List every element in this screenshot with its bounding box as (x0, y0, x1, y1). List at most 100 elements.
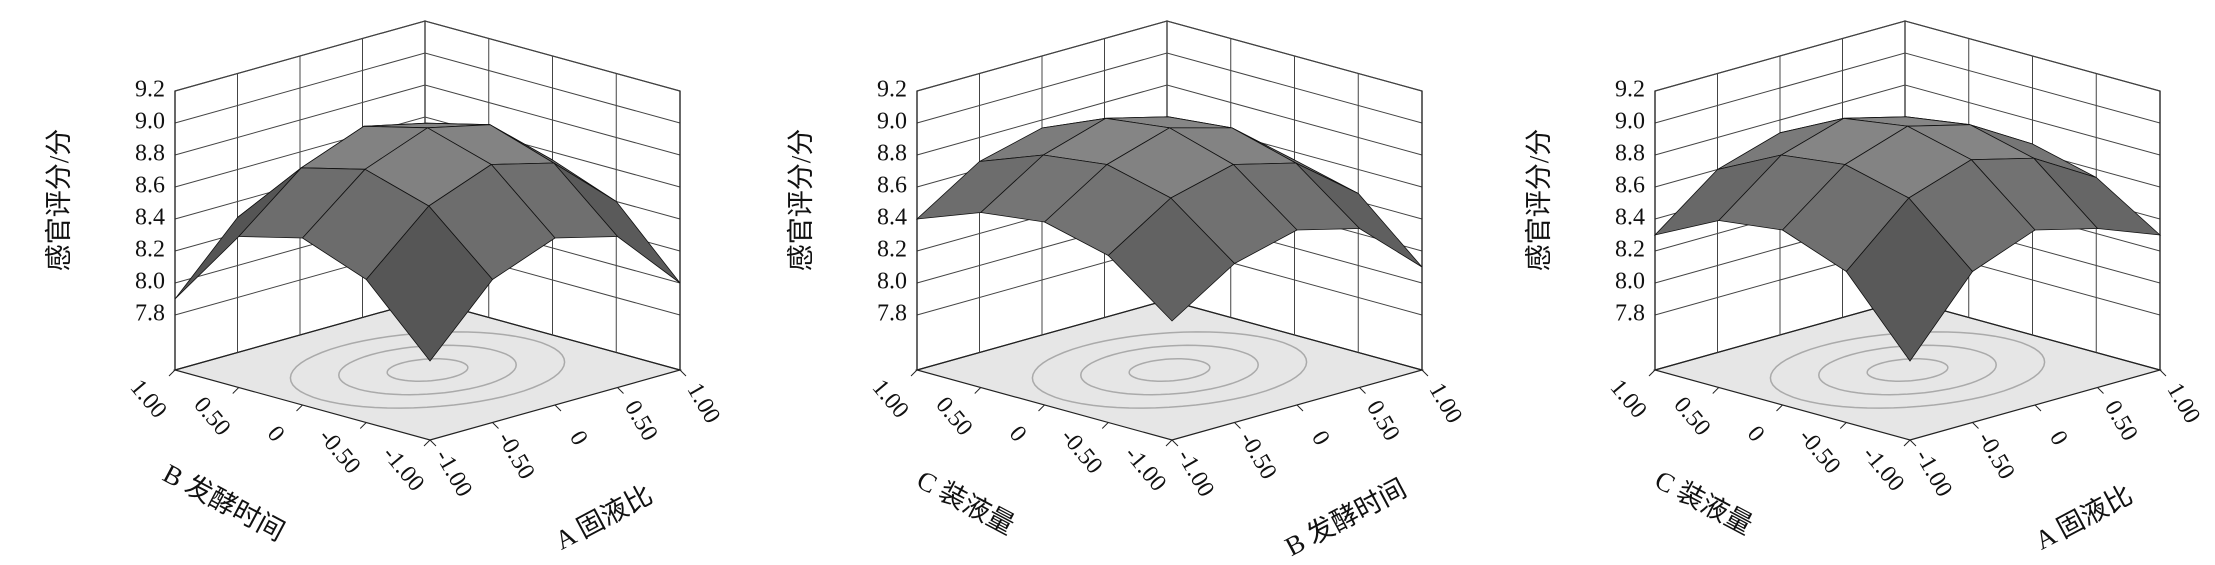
y-tick-label: -0.50 (1055, 424, 1107, 479)
x-tick-label: 0 (1306, 427, 1335, 450)
tick-mark (2159, 369, 2167, 377)
surface-panel: 7.88.08.28.48.68.89.09.2-1.00 -0.50 0 0.50 1… (44, 20, 726, 556)
z-axis-label: 感官评分/分 (786, 129, 816, 272)
z-tick-label: 9.0 (1615, 109, 1645, 135)
grid-line (174, 20, 681, 92)
tick-mark (1903, 439, 1911, 447)
z-tick-label: 8.8 (135, 141, 165, 167)
z-axis-label: 感官评分/分 (44, 129, 74, 272)
tick-mark (1648, 369, 1656, 377)
grid-line (1654, 20, 2161, 92)
x-tick-label: -1.00 (430, 445, 478, 501)
tick-mark (1234, 422, 1241, 429)
z-tick-label: 8.4 (1615, 205, 1645, 231)
z-tick-label: 7.8 (135, 301, 165, 327)
z-tick-label: 8.4 (135, 205, 165, 231)
tick-mark (554, 404, 562, 412)
floor-contour (1128, 358, 1211, 382)
x-axis-label: A 固液比 (2030, 479, 2137, 555)
tick-mark (296, 404, 303, 412)
z-tick-label: 8.6 (1615, 173, 1645, 199)
tick-mark (1038, 404, 1045, 412)
tick-mark (1839, 422, 1847, 429)
surface-panel: 7.88.08.28.48.68.89.09.2-1.00 -0.50 0 0.50 1… (786, 20, 1468, 562)
floor-contour (1031, 331, 1308, 409)
tick-mark (1421, 369, 1429, 377)
x-tick-label: 0.50 (619, 396, 663, 445)
x-axis-label: A 固液比 (550, 479, 657, 555)
tick-mark (429, 439, 437, 447)
y-tick-label: 1.00 (867, 375, 914, 424)
tick-mark (679, 369, 687, 377)
z-axis-label: 感官评分/分 (1524, 129, 1554, 272)
floor-contour (338, 344, 517, 396)
z-tick-label: 8.2 (877, 237, 907, 263)
y-tick-label: 0 (1004, 421, 1032, 447)
floor-contour (1769, 331, 2046, 409)
x-tick-label: 1.00 (2162, 379, 2206, 428)
tick-mark (1359, 387, 1366, 394)
tick-mark (617, 387, 624, 394)
z-tick-label: 8.6 (877, 173, 907, 199)
tick-mark (974, 387, 982, 394)
z-tick-label: 8.0 (1615, 269, 1645, 295)
grid-line (174, 52, 681, 124)
y-tick-label: 1.00 (1605, 375, 1652, 424)
floor-contour (386, 358, 469, 382)
y-axis-label: C 装液量 (912, 464, 1019, 540)
tick-mark (359, 422, 367, 429)
z-tick-label: 8.8 (1615, 141, 1645, 167)
z-tick-label: 8.2 (135, 237, 165, 263)
x-tick-label: 0 (564, 427, 593, 450)
z-tick-label: 9.2 (1615, 77, 1645, 103)
grid-line (916, 20, 1423, 92)
surface-patch (365, 205, 494, 362)
z-tick-label: 7.8 (1615, 301, 1645, 327)
x-tick-label: -0.50 (492, 428, 540, 484)
y-tick-label: 0.50 (930, 392, 977, 441)
z-tick-label: 8.0 (135, 269, 165, 295)
surface-patch (1845, 197, 1974, 362)
y-tick-label: -1.00 (1119, 442, 1171, 497)
floor-contour (289, 331, 566, 409)
x-tick-label: 0.50 (1361, 396, 1405, 445)
x-tick-label: 0 (2044, 427, 2073, 450)
tick-mark (1909, 439, 1917, 447)
tick-mark (1165, 439, 1173, 447)
x-tick-label: 1.00 (1424, 379, 1468, 428)
floor-contour (1866, 358, 1949, 382)
tick-mark (1712, 387, 1720, 394)
tick-mark (1171, 439, 1179, 447)
x-tick-label: -1.00 (1172, 445, 1220, 501)
y-axis-label: C 装液量 (1650, 464, 1757, 540)
z-tick-label: 9.0 (877, 109, 907, 135)
tick-mark (232, 387, 240, 394)
y-tick-label: 0.50 (188, 392, 235, 441)
y-tick-label: -1.00 (1857, 442, 1909, 497)
tick-mark (2097, 387, 2104, 394)
y-tick-label: -1.00 (377, 442, 429, 497)
floor-contour (1080, 344, 1259, 396)
tick-mark (1972, 422, 1979, 429)
surface-patch (1107, 197, 1236, 322)
floor (914, 299, 1425, 441)
y-tick-label: 0.50 (1668, 392, 1715, 441)
y-tick-label: -0.50 (1793, 424, 1845, 479)
y-tick-label: 0 (262, 421, 290, 447)
x-tick-label: -0.50 (1972, 428, 2020, 484)
y-tick-label: -0.50 (313, 424, 365, 479)
y-tick-label: 1.00 (125, 375, 172, 424)
tick-mark (910, 369, 918, 377)
surface-panel: 7.88.08.28.48.68.89.09.2-1.00 -0.50 0 0.50 1… (1524, 20, 2206, 556)
tick-mark (1776, 404, 1783, 412)
z-tick-label: 8.2 (1615, 237, 1645, 263)
tick-mark (2034, 404, 2042, 412)
x-tick-label: -1.00 (1910, 445, 1958, 501)
x-tick-label: 0.50 (2099, 396, 2143, 445)
z-tick-label: 9.2 (877, 77, 907, 103)
tick-mark (1296, 404, 1304, 412)
y-axis-label: B 发酵时间 (158, 458, 289, 547)
tick-mark (423, 439, 431, 447)
z-tick-label: 7.8 (877, 301, 907, 327)
x-tick-label: 1.00 (682, 379, 726, 428)
